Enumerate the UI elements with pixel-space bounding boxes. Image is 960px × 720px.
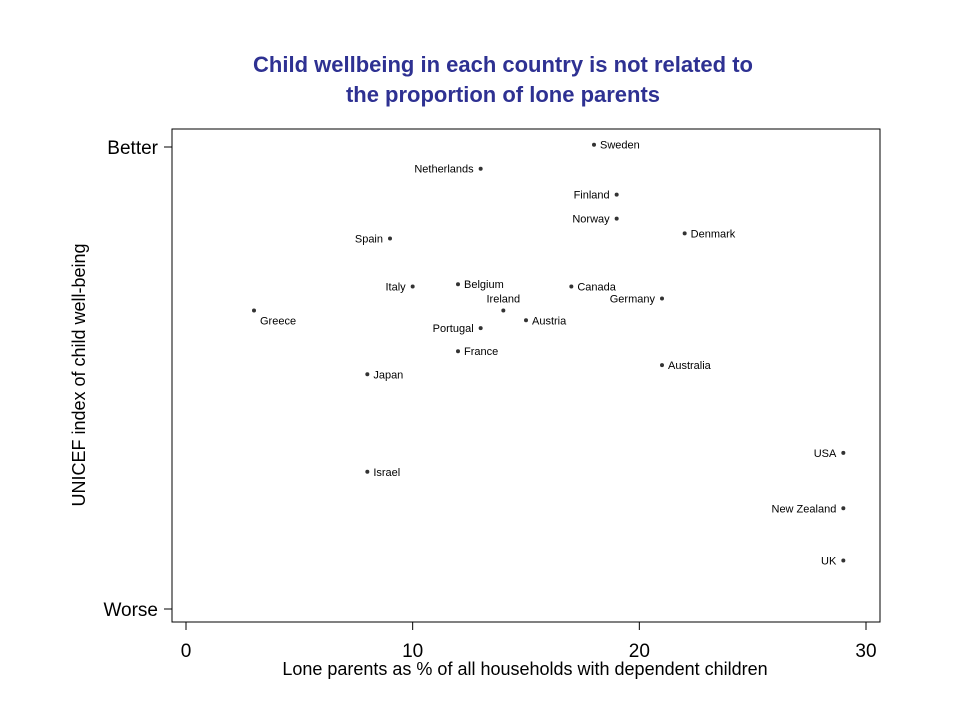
data-point: Spain	[355, 233, 392, 245]
point-marker	[456, 349, 460, 354]
plot-frame	[171, 128, 881, 623]
point-marker	[478, 166, 483, 171]
point-marker	[682, 231, 687, 236]
y-tick-label: Better	[107, 138, 158, 159]
point-label: Israel	[373, 467, 400, 479]
point-label: Portugal	[433, 323, 474, 335]
data-point: Denmark	[682, 228, 736, 240]
chart-title: Child wellbeing in each country is not r…	[0, 50, 960, 110]
data-point: USA	[814, 448, 846, 460]
point-label: Sweden	[600, 140, 640, 152]
x-tick-label: 10	[402, 641, 423, 662]
data-point: UK	[821, 555, 846, 567]
point-marker	[841, 450, 846, 455]
data-point: Australia	[660, 360, 712, 372]
x-axis: 0 10 20 30	[181, 622, 877, 662]
x-tick-label: 30	[855, 641, 876, 662]
data-points: Sweden Netherlands Finland Norway Denmark Spa…	[252, 140, 846, 567]
point-label: France	[464, 346, 498, 358]
point-label: USA	[814, 448, 837, 460]
data-point: Netherlands	[414, 164, 483, 176]
point-marker	[841, 558, 846, 563]
data-point: Norway	[572, 214, 619, 226]
data-point: Finland	[574, 190, 619, 202]
y-axis: Better Worse	[103, 138, 172, 621]
point-marker	[569, 284, 574, 289]
data-point: France	[456, 346, 498, 358]
point-label: Finland	[574, 190, 610, 202]
y-axis-label: UNICEF index of child well-being	[69, 243, 89, 506]
data-point: Germany	[610, 294, 664, 306]
point-marker	[501, 308, 506, 313]
point-marker	[592, 142, 596, 147]
point-marker	[388, 236, 392, 241]
data-point: Israel	[365, 467, 400, 479]
data-point: Austria	[524, 315, 567, 327]
x-tick-label: 0	[181, 641, 192, 662]
y-tick-label: Worse	[103, 600, 158, 621]
data-point: Italy	[385, 282, 415, 294]
point-label: Canada	[577, 282, 616, 294]
point-label: Germany	[610, 294, 656, 306]
point-label: Norway	[572, 214, 610, 226]
point-marker	[660, 296, 664, 301]
chart-title-line-1: Child wellbeing in each country is not r…	[253, 52, 753, 77]
point-label: Japan	[373, 369, 403, 381]
point-label: Australia	[668, 360, 712, 372]
point-marker	[456, 282, 460, 287]
point-label: Denmark	[691, 228, 736, 240]
data-point: Portugal	[433, 323, 483, 335]
point-label: Ireland	[487, 294, 521, 306]
point-marker	[365, 372, 370, 377]
point-marker	[478, 326, 483, 331]
point-marker	[841, 506, 846, 511]
point-label: New Zealand	[772, 503, 837, 515]
point-marker	[524, 318, 528, 323]
point-marker	[614, 216, 619, 221]
data-point: Belgium	[456, 279, 504, 291]
point-label: Spain	[355, 233, 383, 245]
data-point: Greece	[252, 308, 296, 328]
point-label: UK	[821, 555, 837, 567]
chart-title-line-2: the proportion of lone parents	[345, 82, 661, 107]
point-label: Belgium	[464, 279, 504, 291]
point-marker	[660, 363, 664, 368]
point-label: Italy	[385, 282, 406, 294]
data-point: Canada	[569, 282, 617, 294]
point-marker	[614, 192, 619, 197]
point-label: Greece	[260, 316, 296, 328]
x-axis-label: Lone parents as % of all households with…	[282, 659, 767, 679]
data-point: Japan	[365, 369, 403, 381]
data-point: Ireland	[487, 294, 521, 313]
x-tick-label: 20	[629, 641, 650, 662]
point-label: Austria	[532, 315, 567, 327]
point-marker	[252, 308, 256, 313]
point-label: Netherlands	[414, 164, 474, 176]
data-point: New Zealand	[772, 503, 846, 515]
data-point: Sweden	[592, 140, 640, 152]
point-marker	[410, 284, 415, 289]
point-marker	[365, 469, 370, 474]
